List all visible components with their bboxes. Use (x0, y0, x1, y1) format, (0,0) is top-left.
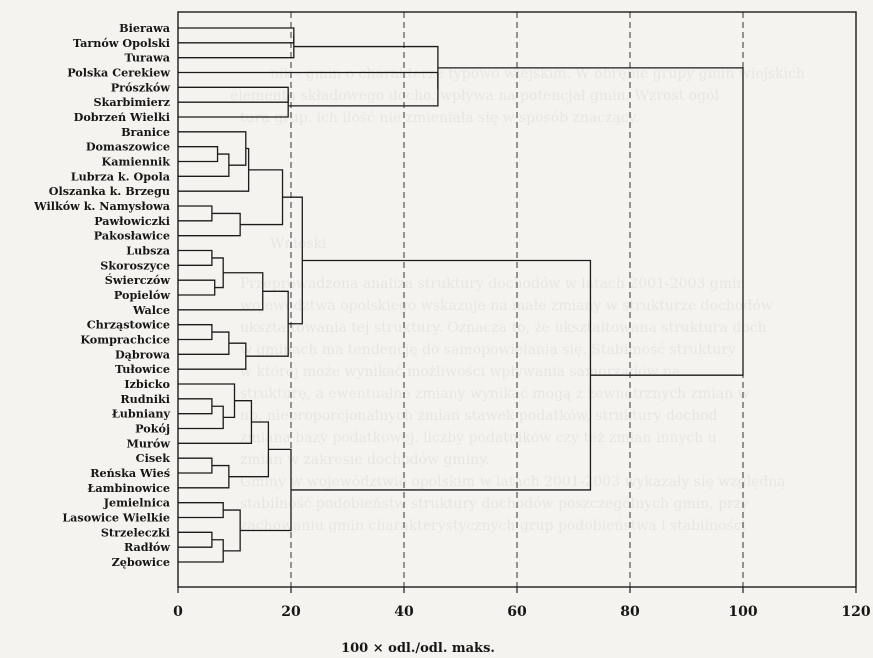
svg-text:ukształtowania tej struktury.: ukształtowania tej struktury. Oznacza to… (240, 320, 767, 336)
merge-link (178, 153, 230, 177)
merge-link (178, 249, 213, 266)
leaf-label: Kamiennik (102, 155, 171, 169)
leaf-label: Izbicko (124, 377, 170, 391)
merge-link (178, 147, 250, 192)
leaf-label: Skoroszyce (100, 258, 170, 272)
merge-link (178, 383, 236, 419)
x-tick-label-100: 100 (728, 604, 757, 620)
svg-text:Przeprowadzona analiza struktu: Przeprowadzona analiza struktury dochodó… (240, 276, 746, 292)
leaf-label: Murów (126, 436, 170, 450)
leaf-label: Prószków (111, 80, 171, 94)
leaf-label: Turawa (125, 51, 170, 65)
svg-text:zmiana bazy podatkowej. liczby: zmiana bazy podatkowej. liczby podatnikó… (240, 430, 717, 446)
merge-link (178, 502, 224, 519)
leaf-label: Komprachcice (80, 333, 170, 347)
leaf-label: Dąbrowa (115, 347, 170, 361)
leaf-label: Reńska Wieś (90, 466, 170, 480)
svg-text:np. nieproporcjonalnych zmian: np. nieproporcjonalnych zmian stawek pod… (240, 408, 718, 424)
merge-link (178, 146, 219, 163)
leaf-label: Tułowice (115, 362, 170, 376)
leaf-label: Tarnów Opolski (73, 36, 170, 50)
leaf-label: Branice (121, 125, 170, 139)
svg-text:Wnioski: Wnioski (270, 236, 327, 252)
leaf-label: Domaszowice (86, 140, 170, 154)
svg-text:zmian w zakresie dochodów gmin: zmian w zakresie dochodów gminy. (240, 452, 490, 468)
x-tick-label-120: 120 (841, 604, 870, 620)
merge-link (178, 464, 230, 489)
leaf-label: Pawłowiczki (94, 214, 170, 228)
leaf-label: Łubniany (112, 407, 171, 421)
merge-link (178, 324, 213, 341)
leaf-label: Pakosławice (94, 229, 170, 243)
leaf-label: Radłów (124, 540, 170, 554)
x-tick-label-0: 0 (173, 604, 183, 620)
merge-link (223, 509, 241, 552)
leaf-label: Lasowice Wielkie (62, 511, 170, 525)
leaf-label: Popielów (114, 288, 170, 302)
leaf-label: Świerczów (105, 273, 171, 287)
leaf-label: Wilków k. Namysłowa (33, 199, 170, 213)
merge-link (178, 398, 213, 415)
merge-link (178, 405, 224, 430)
leaf-label: Polska Cerekiew (67, 66, 170, 80)
leaf-label: Zębowice (112, 555, 170, 569)
svg-text:elementu składowego docho. wpł: elementu składowego docho. wpływa na pot… (230, 88, 720, 104)
x-tick-label-80: 80 (620, 604, 640, 620)
leaf-label: Chrząstowice (87, 318, 170, 332)
leaf-label: Lubsza (126, 244, 170, 258)
bleed-through-text: nik - gmin o charakterze typowo wiejskim… (230, 66, 805, 534)
merge-link (178, 342, 247, 370)
merge-link (178, 94, 289, 118)
svg-text:w której może wynikać możliwoś: w której może wynikać możliwości wpływan… (240, 364, 680, 380)
leaf-label: Łambinowice (87, 481, 170, 495)
svg-text:zachowaniu gmin charakterystyc: zachowaniu gmin charakterystycznych grup… (240, 518, 747, 534)
merge-link (178, 331, 230, 355)
leaf-label: Pokój (135, 422, 170, 436)
leaf-label: Strzeleczki (101, 525, 170, 539)
dendrogram-links (178, 27, 744, 563)
x-tick-label-60: 60 (507, 604, 527, 620)
x-tick-label-20: 20 (281, 604, 301, 620)
leaf-label: Dobrzeń Wielki (74, 110, 170, 124)
leaf-label: Walce (132, 303, 170, 317)
svg-text:strukturę, a ewentualne zmiany: strukturę, a ewentualne zmiany wynikać m… (240, 386, 750, 402)
x-tick-label-40: 40 (394, 604, 414, 620)
merge-link (293, 45, 439, 90)
merge-link (178, 279, 216, 296)
merge-link (240, 169, 284, 226)
merge-link (178, 212, 241, 237)
merge-link (178, 539, 224, 563)
leaf-label: Rudniki (120, 392, 170, 406)
merge-link (178, 457, 213, 474)
merge-link (178, 131, 247, 166)
svg-text:województwa opolskiego wskazuj: województwa opolskiego wskazuje na małe … (240, 298, 773, 314)
leaf-label: Cisek (136, 451, 171, 465)
merge-link (437, 67, 744, 376)
leaf-label: Olszanka k. Brzegu (49, 184, 170, 198)
x-axis-ticks: 0 20 40 60 80 100 120 (173, 587, 871, 620)
merge-link (178, 205, 213, 222)
merge-link (178, 27, 295, 44)
leaf-label: Lubrza k. Opola (71, 169, 170, 183)
merge-link (211, 257, 224, 289)
merge-link (178, 531, 213, 548)
svg-text:Gminy w województwie opolskim: Gminy w województwie opolskim w latach 2… (240, 474, 786, 490)
leaf-label: Skarbimierz (94, 95, 171, 109)
svg-text:w gminach ma tendencję do samo: w gminach ma tendencję do samopowielania… (240, 342, 736, 358)
leaf-label: Bierawa (119, 21, 170, 35)
svg-text:stabilność podobieństw struktu: stabilność podobieństw struktury dochodó… (240, 496, 749, 512)
leaf-label: Jemielnica (103, 496, 170, 510)
x-axis-label: 100 × odl./odl. maks. (341, 641, 495, 656)
merge-link (178, 35, 295, 59)
svg-text:tura grup. ich ilość nie zmien: tura grup. ich ilość nie zmieniała się w… (240, 110, 639, 126)
